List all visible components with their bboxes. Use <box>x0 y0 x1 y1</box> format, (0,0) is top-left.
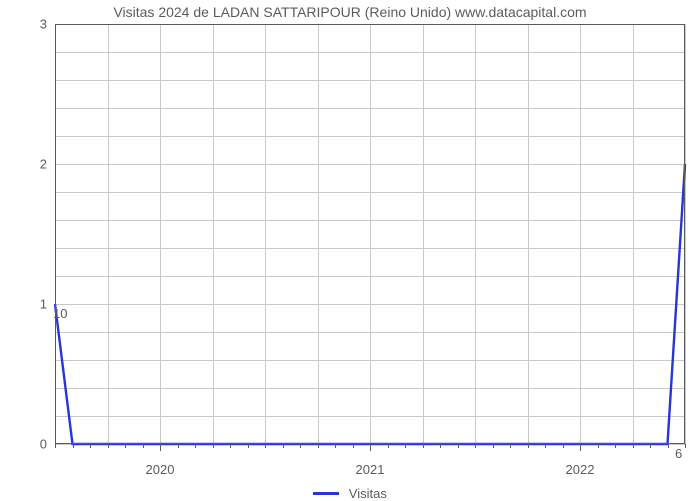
xtick-label: 2022 <box>566 444 595 477</box>
xtick-minor <box>388 444 389 448</box>
legend: Visitas <box>0 485 700 501</box>
xtick-minor <box>195 444 196 448</box>
ytick-label: 2 <box>40 157 55 172</box>
xtick-minor <box>440 444 441 448</box>
xtick-minor <box>353 444 354 448</box>
xtick-minor <box>248 444 249 448</box>
xtick-minor <box>143 444 144 448</box>
plot-area: 0123202020212022 10 6 <box>55 24 685 444</box>
xtick-minor <box>510 444 511 448</box>
xtick-minor <box>493 444 494 448</box>
legend-swatch <box>313 492 339 495</box>
xtick-minor <box>213 444 214 448</box>
legend-label: Visitas <box>349 486 387 501</box>
line-layer <box>55 24 685 444</box>
xtick-minor <box>125 444 126 448</box>
xtick-minor <box>545 444 546 448</box>
last-point-label: 6 <box>675 446 682 461</box>
xtick-minor <box>300 444 301 448</box>
series-line <box>55 164 685 444</box>
xtick-minor <box>650 444 651 448</box>
xtick-minor <box>318 444 319 448</box>
xtick-minor <box>423 444 424 448</box>
xtick-minor <box>475 444 476 448</box>
xtick-minor <box>73 444 74 448</box>
xtick-minor <box>405 444 406 448</box>
xtick-minor <box>55 444 56 448</box>
xtick-label: 2021 <box>356 444 385 477</box>
xtick-minor <box>633 444 634 448</box>
xtick-minor <box>265 444 266 448</box>
ytick-label: 3 <box>40 17 55 32</box>
xtick-minor <box>335 444 336 448</box>
xtick-minor <box>283 444 284 448</box>
xtick-minor <box>90 444 91 448</box>
xtick-minor <box>563 444 564 448</box>
chart-title: Visitas 2024 de LADAN SATTARIPOUR (Reino… <box>0 4 700 20</box>
xtick-minor <box>230 444 231 448</box>
xtick-minor <box>178 444 179 448</box>
xtick-minor <box>528 444 529 448</box>
first-point-label: 10 <box>53 306 67 321</box>
xtick-minor <box>108 444 109 448</box>
ytick-label: 0 <box>40 437 55 452</box>
xtick-label: 2020 <box>146 444 175 477</box>
xtick-minor <box>685 444 686 448</box>
xtick-minor <box>668 444 669 448</box>
xtick-minor <box>458 444 459 448</box>
chart-container: { "chart": { "type": "line", "title": "V… <box>0 0 700 500</box>
xtick-minor <box>598 444 599 448</box>
gridline-v <box>685 24 686 444</box>
xtick-minor <box>615 444 616 448</box>
